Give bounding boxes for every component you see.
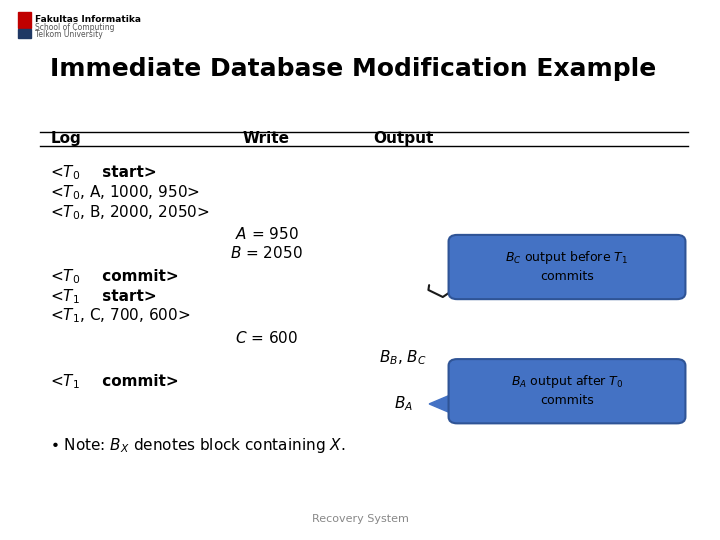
Text: commit>: commit> bbox=[97, 374, 179, 389]
Text: $B_A$ output after $T_0$: $B_A$ output after $T_0$ bbox=[510, 373, 624, 390]
Text: $\mathit{B}_A$: $\mathit{B}_A$ bbox=[394, 395, 413, 413]
Text: <$\mathit{T}_1$, C, 700, 600>: <$\mathit{T}_1$, C, 700, 600> bbox=[50, 307, 191, 325]
Text: <$\mathit{T}_0$, B, 2000, 2050>: <$\mathit{T}_0$, B, 2000, 2050> bbox=[50, 204, 210, 222]
Bar bbox=[18, 29, 31, 38]
Text: Output: Output bbox=[373, 131, 433, 146]
Text: <$\mathit{T}_0$: <$\mathit{T}_0$ bbox=[50, 267, 81, 286]
Text: Fakultas Informatika: Fakultas Informatika bbox=[35, 15, 141, 24]
FancyBboxPatch shape bbox=[449, 359, 685, 423]
Text: $B_C$ output before $T_1$: $B_C$ output before $T_1$ bbox=[505, 249, 629, 266]
Text: $\mathit{B}$ = 2050: $\mathit{B}$ = 2050 bbox=[230, 245, 302, 261]
Bar bbox=[18, 12, 31, 28]
Text: $\mathit{C}$ = 600: $\mathit{C}$ = 600 bbox=[235, 330, 298, 346]
Text: commit>: commit> bbox=[97, 269, 179, 284]
Text: <$\mathit{T}_0$: <$\mathit{T}_0$ bbox=[50, 164, 81, 182]
Text: Log: Log bbox=[50, 131, 81, 146]
FancyBboxPatch shape bbox=[449, 235, 685, 299]
Text: Telkom University: Telkom University bbox=[35, 30, 103, 39]
Text: start>: start> bbox=[97, 289, 157, 304]
Text: commits: commits bbox=[540, 270, 594, 284]
Text: $\mathit{A}$ = 950: $\mathit{A}$ = 950 bbox=[235, 226, 298, 242]
Text: Recovery System: Recovery System bbox=[312, 515, 408, 524]
Text: <$\mathit{T}_1$: <$\mathit{T}_1$ bbox=[50, 287, 80, 306]
Text: • Note: $\mathit{B}_X$ denotes block containing $\mathit{X}$.: • Note: $\mathit{B}_X$ denotes block con… bbox=[50, 436, 346, 455]
Text: School of Computing: School of Computing bbox=[35, 23, 114, 32]
Text: <$\mathit{T}_0$, A, 1000, 950>: <$\mathit{T}_0$, A, 1000, 950> bbox=[50, 184, 200, 202]
Text: <$\mathit{T}_1$: <$\mathit{T}_1$ bbox=[50, 373, 80, 391]
Text: Immediate Database Modification Example: Immediate Database Modification Example bbox=[50, 57, 657, 80]
Text: Write: Write bbox=[243, 131, 290, 146]
Text: start>: start> bbox=[97, 165, 157, 180]
Polygon shape bbox=[429, 392, 457, 416]
Text: commits: commits bbox=[540, 394, 594, 408]
Text: $\mathit{B}_B$, $\mathit{B}_C$: $\mathit{B}_B$, $\mathit{B}_C$ bbox=[379, 349, 427, 367]
